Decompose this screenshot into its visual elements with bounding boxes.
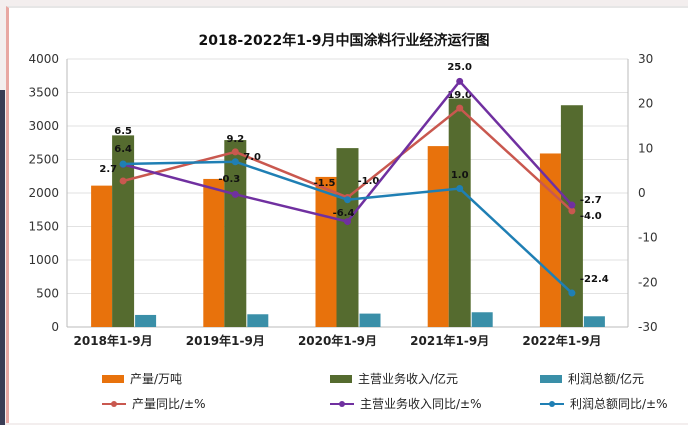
data-label: -22.4 <box>580 274 609 285</box>
left-tick-label: 500 <box>36 287 59 301</box>
left-tick-label: 4000 <box>28 52 59 66</box>
data-label: -1.5 <box>314 178 336 189</box>
legend-swatch <box>330 374 352 383</box>
data-point <box>231 158 239 166</box>
x-tick-label: 2021年1-9月 <box>410 333 489 348</box>
x-tick-label: 2019年1-9月 <box>186 333 265 348</box>
bar <box>359 313 381 327</box>
legend-line-marker <box>102 400 126 407</box>
right-tick-label: 30 <box>638 52 653 66</box>
right-tick-label: 0 <box>638 186 646 200</box>
data-point <box>456 104 464 112</box>
x-tick-label: 2018年1-9月 <box>74 333 153 348</box>
right-tick-label: 20 <box>638 97 653 111</box>
left-tick-label: 2000 <box>28 186 59 200</box>
left-tick-label: 3000 <box>28 119 59 133</box>
data-label: -1.0 <box>358 176 380 187</box>
data-label: 7.0 <box>243 152 261 163</box>
legend-label: 产量/万吨 <box>130 372 183 386</box>
bar <box>91 185 113 327</box>
data-label: 6.5 <box>114 126 132 137</box>
bar <box>224 140 247 327</box>
data-label: 25.0 <box>447 62 472 73</box>
bar <box>560 105 583 327</box>
data-label: 1.0 <box>451 170 469 181</box>
x-tick-label: 2020年1-9月 <box>298 333 377 348</box>
right-tick-label: -30 <box>638 320 658 334</box>
data-point <box>568 201 576 209</box>
bar <box>203 178 225 327</box>
data-point <box>231 148 239 156</box>
legend-label: 主营业务收入/亿元 <box>358 372 459 386</box>
bar <box>471 312 493 327</box>
bar <box>112 135 135 327</box>
legend-item: 主营业务收入同比/±% <box>330 395 482 412</box>
left-tick-label: 3500 <box>28 86 59 100</box>
legend-item: 利润总额/亿元 <box>540 370 644 387</box>
data-label: 9.2 <box>226 134 244 145</box>
bar <box>135 314 157 327</box>
bar <box>247 314 269 327</box>
left-tick-label: 1000 <box>28 253 59 267</box>
legend-label: 利润总额同比/±% <box>570 397 668 411</box>
data-label: -6.4 <box>333 208 355 219</box>
left-tick-label: 2500 <box>28 153 59 167</box>
data-point <box>456 185 464 193</box>
data-label: -0.3 <box>218 174 240 185</box>
legend-label: 主营业务收入同比/±% <box>360 397 482 411</box>
bar <box>336 148 359 327</box>
data-point <box>344 196 351 204</box>
data-label: 6.4 <box>114 144 132 155</box>
bar <box>315 176 337 327</box>
data-point <box>568 289 576 297</box>
data-point <box>344 218 351 226</box>
bar <box>583 316 605 327</box>
right-tick-label: -10 <box>638 231 658 245</box>
data-label: 19.0 <box>447 90 472 101</box>
x-tick-label: 2022年1-9月 <box>522 333 601 348</box>
right-tick-label: 10 <box>638 141 653 155</box>
left-tick-label: 1500 <box>28 220 59 234</box>
legend-swatch <box>540 374 562 383</box>
legend-line-marker <box>540 400 564 407</box>
data-point <box>231 190 239 198</box>
chart-title: 2018-2022年1-9月中国涂料行业经济运行图 <box>198 33 490 49</box>
legend-item: 产量/万吨 <box>102 370 182 387</box>
data-point <box>456 77 464 85</box>
legend-item: 利润总额同比/±% <box>540 395 668 412</box>
data-label: 2.7 <box>99 164 117 175</box>
legend-label: 利润总额/亿元 <box>568 372 645 386</box>
bar <box>427 146 449 327</box>
legend-swatch <box>102 374 124 383</box>
legend-line-marker <box>330 400 354 407</box>
data-point <box>568 207 576 215</box>
legend-label: 产量同比/±% <box>132 397 206 411</box>
right-tick-label: -20 <box>638 275 658 289</box>
bar <box>448 98 471 327</box>
data-point <box>119 160 127 168</box>
data-label: -4.0 <box>580 211 602 222</box>
data-label: -2.7 <box>580 195 602 206</box>
legend-item: 产量同比/±% <box>102 395 206 412</box>
window-edge <box>0 90 5 425</box>
legend-item: 主营业务收入/亿元 <box>330 370 458 387</box>
data-point <box>119 177 127 185</box>
left-tick-label: 0 <box>51 320 59 334</box>
